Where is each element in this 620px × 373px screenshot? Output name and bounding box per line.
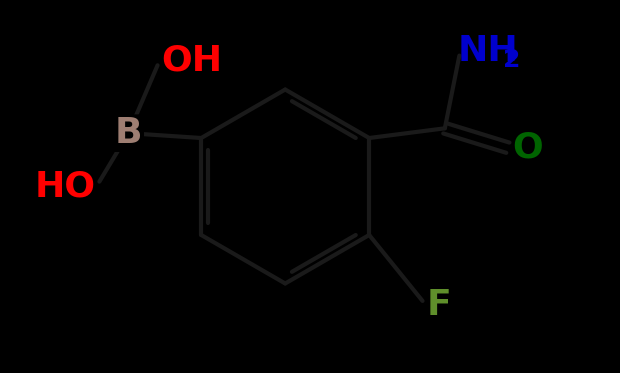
Text: NH: NH xyxy=(458,34,518,68)
Text: HO: HO xyxy=(34,170,95,204)
Text: OH: OH xyxy=(162,43,223,77)
Text: B: B xyxy=(115,116,142,150)
Text: 2: 2 xyxy=(503,48,521,72)
Text: O: O xyxy=(512,131,542,165)
Text: F: F xyxy=(427,288,451,322)
